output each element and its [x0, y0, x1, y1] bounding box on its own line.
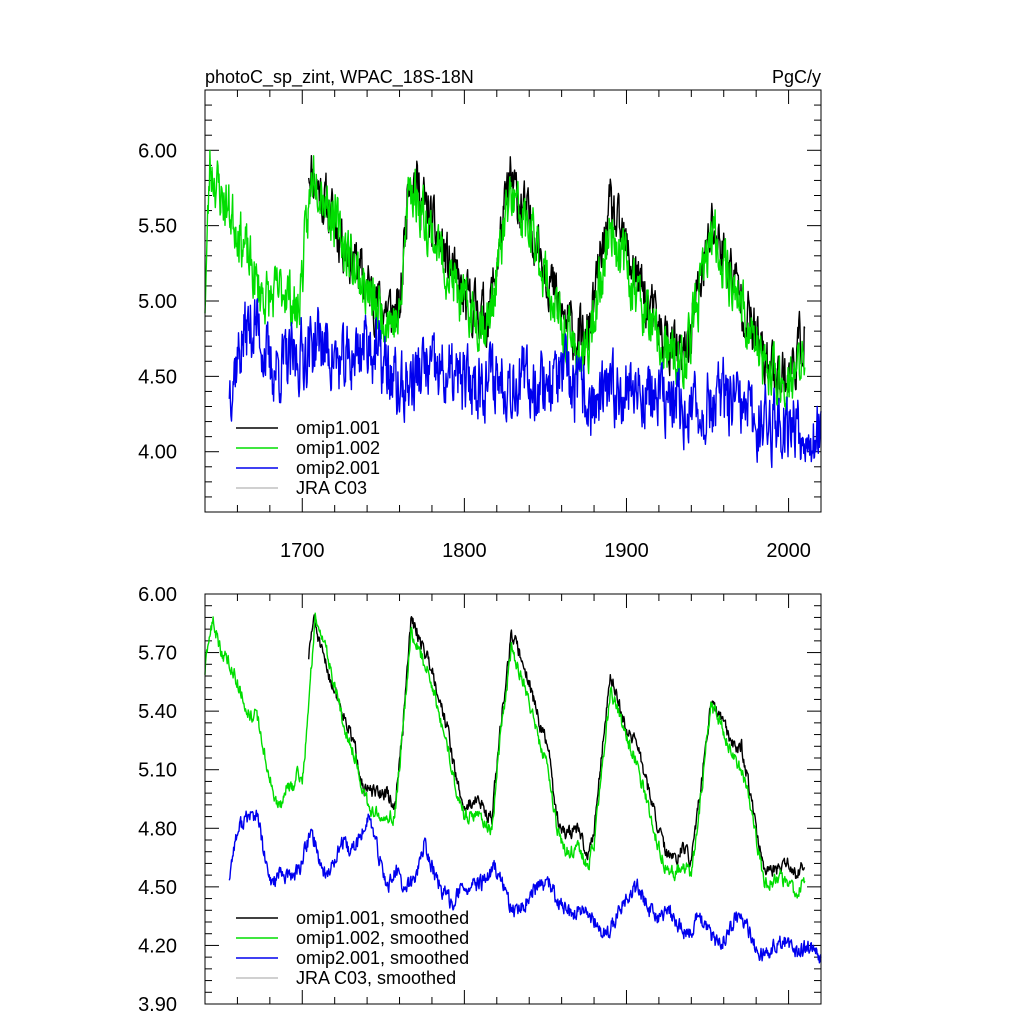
series-line — [228, 809, 822, 964]
legend-label: omip1.002, smoothed — [296, 928, 469, 948]
chart-title: photoC_sp_zint, WPAC_18S-18N — [205, 67, 474, 88]
y-tick-label: 3.90 — [138, 994, 177, 1016]
y-tick-label: 5.10 — [138, 760, 177, 782]
series-line — [204, 149, 806, 413]
legend-label: omip1.001 — [296, 418, 380, 438]
x-tick-label: 1700 — [280, 540, 325, 562]
y-tick-label: 5.00 — [138, 291, 177, 313]
y-tick-label: 6.00 — [138, 140, 177, 162]
series-line — [228, 298, 822, 469]
legend-label: omip2.001 — [296, 458, 380, 478]
y-tick-label: 5.70 — [138, 643, 177, 665]
y-tick-label: 4.50 — [138, 877, 177, 899]
x-tick-label: 1900 — [604, 540, 649, 562]
units-label: PgC/y — [772, 67, 821, 87]
bottom-chart: 3.90 4.20 4.50 4.80 5.10 5.40 5.70 6.00 omip1.0… — [138, 584, 822, 1016]
legend-label: omip1.001, smoothed — [296, 908, 469, 928]
y-tick-label: 5.40 — [138, 701, 177, 723]
x-tick-label: 1800 — [442, 540, 487, 562]
legend-label: omip1.002 — [296, 438, 380, 458]
plot-frame — [204, 593, 822, 1005]
y-tick-label: 4.00 — [138, 442, 177, 464]
y-tick-label: 6.00 — [138, 584, 177, 606]
y-tick-label: 4.80 — [138, 818, 177, 840]
series-line — [308, 614, 806, 879]
series-line — [204, 612, 806, 899]
y-tick-label: 5.50 — [138, 216, 177, 238]
legend-label: omip2.001, smoothed — [296, 948, 469, 968]
legend-label: JRA C03 — [296, 478, 367, 498]
y-tick-label: 4.20 — [138, 935, 177, 957]
top-chart: photoC_sp_zint, WPAC_18S-18N PgC/y 1700 1… — [138, 67, 822, 562]
plot-frame — [204, 89, 822, 513]
y-tick-label: 4.50 — [138, 366, 177, 388]
x-tick-label: 2000 — [766, 540, 811, 562]
legend-label: JRA C03, smoothed — [296, 968, 456, 988]
